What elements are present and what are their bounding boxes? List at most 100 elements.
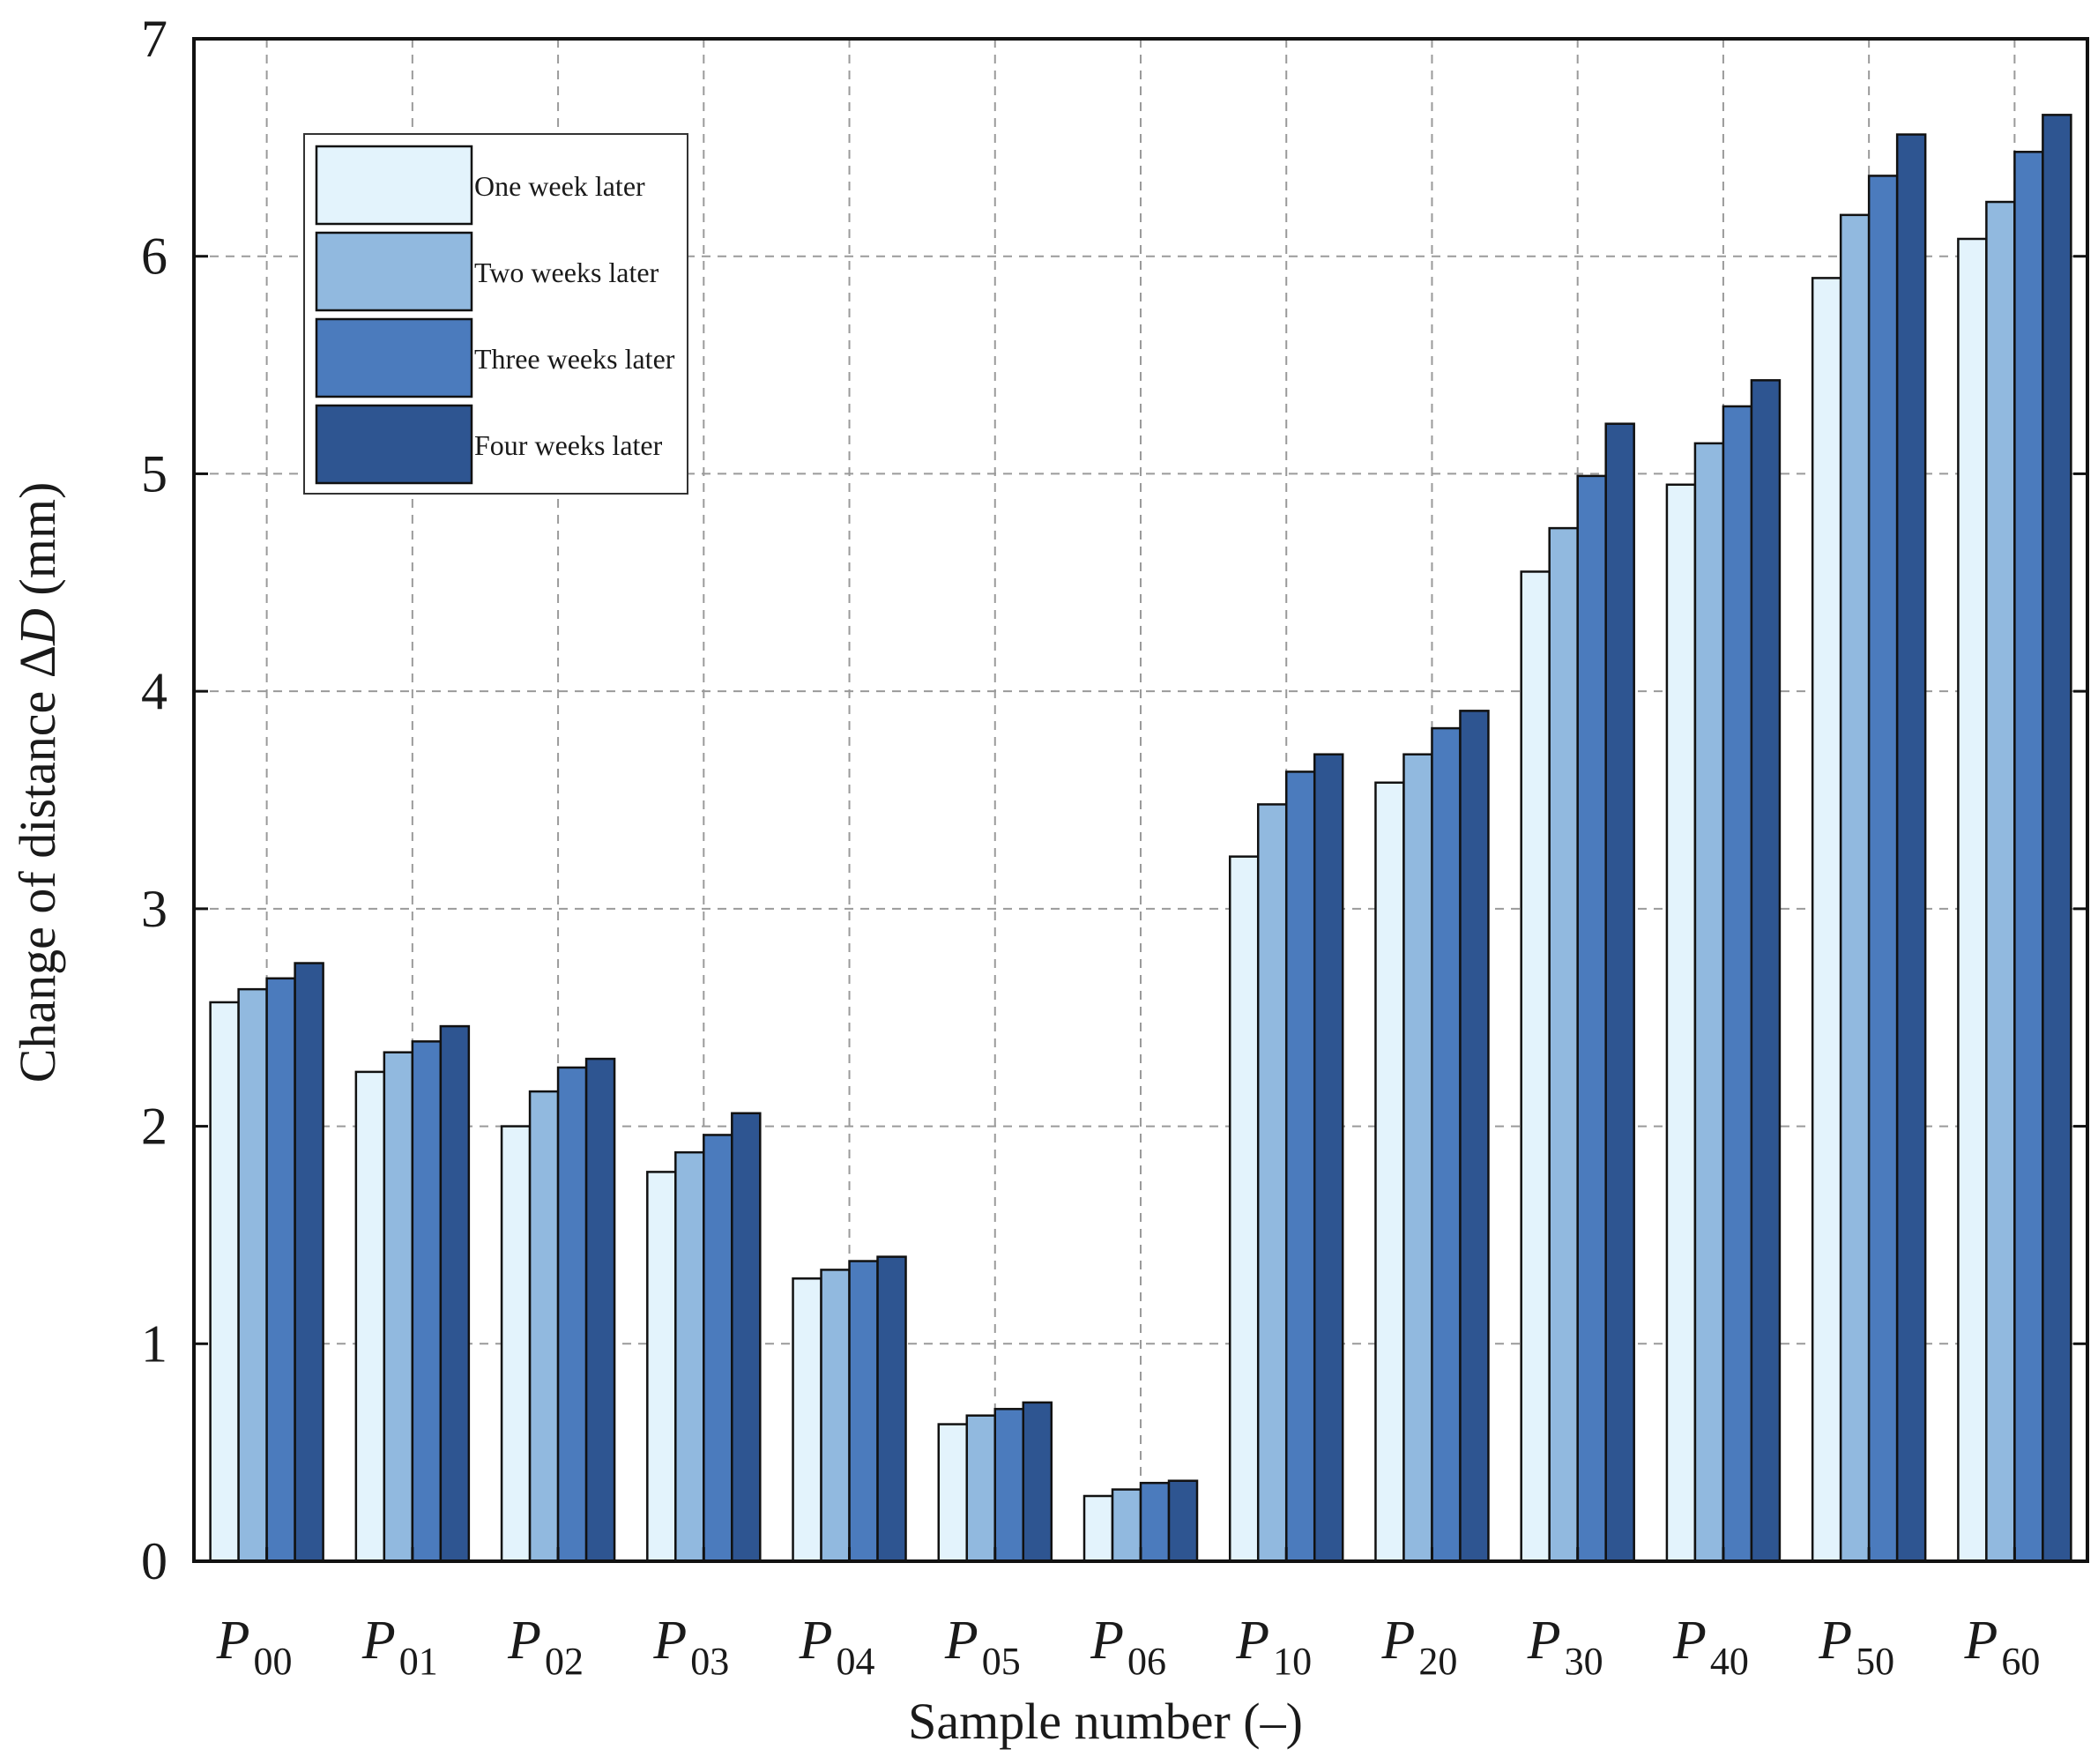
x-tick-label-subscript: 05 <box>982 1640 1021 1683</box>
x-tick-label-subscript: 01 <box>399 1640 438 1683</box>
bar-one-week-later-P03 <box>646 1171 677 1563</box>
legend-label: One week later <box>474 170 645 202</box>
bar-three-weeks-later-P50 <box>1867 175 1899 1563</box>
x-tick-label-base: P <box>216 1611 250 1671</box>
bar-four-weeks-later-P05 <box>1022 1401 1053 1563</box>
axis-ticks: 0 1 2 3 4 5 6 7 <box>141 10 2087 1590</box>
bar-three-weeks-later-P10 <box>1284 770 1316 1563</box>
bar-three-weeks-later-P04 <box>848 1260 879 1563</box>
x-tick-label-subscript: 03 <box>690 1640 729 1683</box>
bar-three-weeks-later-P05 <box>993 1408 1025 1563</box>
bar-two-weeks-later-P50 <box>1839 213 1871 1563</box>
bar-one-week-later-P50 <box>1811 277 1842 1563</box>
x-tick-label: P60 <box>1963 1611 2040 1683</box>
bar-three-weeks-later-P60 <box>2013 151 2044 1563</box>
y-tick-label: 5 <box>141 444 167 502</box>
bar-three-weeks-later-P40 <box>1722 405 1753 1563</box>
x-tick-label: P04 <box>799 1611 875 1683</box>
bar-three-weeks-later-P06 <box>1139 1481 1171 1563</box>
legend-swatch <box>315 231 473 312</box>
y-tick-label: 7 <box>141 10 167 68</box>
x-tick-label: P03 <box>652 1611 729 1683</box>
bar-one-week-later-P04 <box>792 1277 822 1563</box>
x-tick-label-subscript: 00 <box>254 1640 293 1683</box>
x-tick-label-subscript: 10 <box>1273 1640 1312 1683</box>
bar-one-week-later-P05 <box>937 1423 969 1563</box>
bar-two-weeks-later-P03 <box>674 1150 705 1563</box>
y-axis-title-prefix: Change of distance Δ <box>9 645 66 1083</box>
x-tick-label-subscript: 50 <box>1856 1640 1894 1683</box>
bar-one-week-later-P01 <box>354 1070 386 1563</box>
bar-four-weeks-later-P60 <box>2042 114 2072 1563</box>
x-tick-label-base: P <box>1672 1611 1707 1671</box>
legend-swatch <box>315 145 473 226</box>
bar-three-weeks-later-P02 <box>556 1066 588 1563</box>
x-tick-label: P10 <box>1235 1611 1312 1683</box>
x-tick-label-subscript: 02 <box>545 1640 584 1683</box>
bar-two-weeks-later-P20 <box>1402 753 1433 1563</box>
bar-four-weeks-later-P10 <box>1313 753 1344 1563</box>
bar-four-weeks-later-P00 <box>294 962 324 1563</box>
legend-label: Two weeks later <box>474 257 659 288</box>
bar-two-weeks-later-P02 <box>528 1090 560 1563</box>
bar-three-weeks-later-P00 <box>265 977 296 1563</box>
legend-label: Three weeks later <box>474 343 675 375</box>
bar-four-weeks-later-P04 <box>876 1255 907 1563</box>
bar-two-weeks-later-P40 <box>1693 442 1725 1563</box>
bar-one-week-later-P10 <box>1228 855 1260 1563</box>
x-tick-label-base: P <box>1090 1611 1124 1671</box>
bar-four-weeks-later-P02 <box>584 1057 616 1563</box>
bar-one-week-later-P00 <box>209 1001 240 1563</box>
bar-three-weeks-later-P01 <box>411 1040 443 1563</box>
x-tick-label: P40 <box>1672 1611 1749 1683</box>
bar-group <box>209 114 2072 1563</box>
x-tick-label-base: P <box>361 1611 396 1671</box>
y-tick-label: 6 <box>141 227 167 286</box>
x-tick-label-subscript: 60 <box>2001 1640 2040 1683</box>
bar-four-weeks-later-P06 <box>1167 1479 1199 1563</box>
legend-swatch <box>315 404 473 485</box>
x-tick-label-subscript: 04 <box>836 1640 874 1683</box>
x-tick-label-base: P <box>1381 1611 1416 1671</box>
bar-one-week-later-P30 <box>1520 570 1551 1563</box>
y-tick-label: 3 <box>141 880 167 938</box>
bar-two-weeks-later-P30 <box>1548 526 1579 1563</box>
legend-swatch <box>315 317 473 398</box>
bar-three-weeks-later-P20 <box>1431 726 1462 1563</box>
x-tick-label: P20 <box>1381 1611 1458 1683</box>
legend-label: Four weeks later <box>474 429 663 461</box>
x-tick-label-base: P <box>507 1611 541 1671</box>
x-tick-label-base: P <box>1818 1611 1852 1671</box>
bar-two-weeks-later-P04 <box>820 1269 851 1563</box>
x-tick-label-base: P <box>944 1611 978 1671</box>
x-tick-label: P30 <box>1527 1611 1603 1683</box>
bar-three-weeks-later-P30 <box>1576 474 1607 1563</box>
bar-two-weeks-later-P60 <box>1985 200 2016 1563</box>
bar-four-weeks-later-P20 <box>1459 710 1490 1563</box>
bar-two-weeks-later-P10 <box>1256 803 1288 1563</box>
bar-two-weeks-later-P01 <box>383 1051 414 1563</box>
x-tick-label: P00 <box>216 1611 293 1683</box>
y-axis-title: Change of distance ΔD (mm) <box>9 482 66 1083</box>
bar-one-week-later-P06 <box>1082 1494 1114 1563</box>
x-tick-label: P05 <box>944 1611 1021 1683</box>
legend: One week later Two weeks later Three weeks… <box>303 133 688 495</box>
bar-four-weeks-later-P03 <box>731 1112 762 1563</box>
y-tick-label: 0 <box>141 1532 167 1590</box>
x-tick-label: P06 <box>1090 1611 1166 1683</box>
x-tick-label-subscript: 30 <box>1565 1640 1603 1683</box>
bar-four-weeks-later-P30 <box>1604 422 1635 1563</box>
bar-one-week-later-P60 <box>1957 237 1988 1563</box>
x-tick-label-base: P <box>799 1611 833 1671</box>
y-tick-label: 4 <box>141 662 167 720</box>
y-tick-label: 2 <box>141 1098 167 1156</box>
x-tick-label-base: P <box>1963 1611 1998 1671</box>
bar-four-weeks-later-P50 <box>1895 133 1927 1563</box>
x-tick-label-subscript: 40 <box>1710 1640 1749 1683</box>
x-tick-label: P02 <box>507 1611 584 1683</box>
bar-four-weeks-later-P01 <box>439 1024 471 1563</box>
bar-two-weeks-later-P00 <box>237 987 268 1563</box>
bar-two-weeks-later-P06 <box>1111 1488 1142 1563</box>
bar-one-week-later-P20 <box>1374 781 1405 1563</box>
